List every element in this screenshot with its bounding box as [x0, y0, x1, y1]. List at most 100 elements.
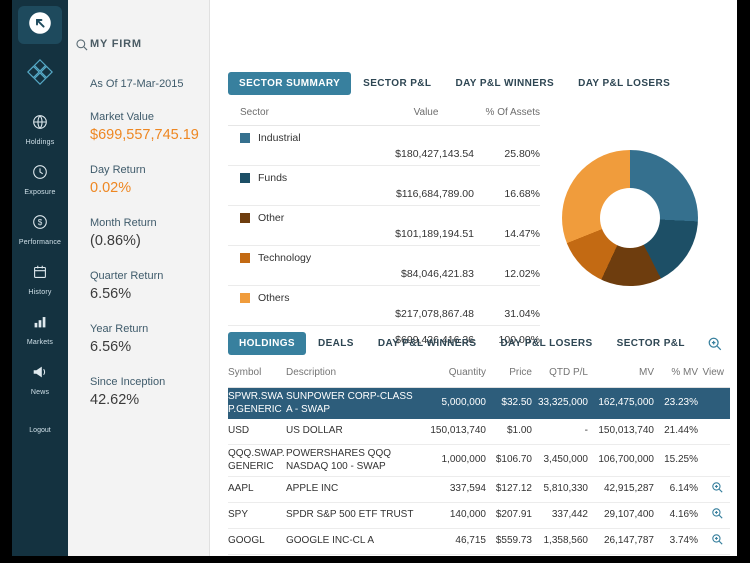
sector-summary-table: Sector Value % Of Assets Industrial $180… — [228, 102, 540, 354]
sector-row-technology[interactable]: Technology $84,046,421.83 12.02% — [228, 246, 540, 286]
holdings-row-usd[interactable]: USD US DOLLAR 150,013,740 $1.00 - 150,01… — [228, 419, 730, 445]
tab-holdings-day-pl-winners[interactable]: DAY P&L WINNERS — [377, 338, 477, 349]
holdings-tabbar: HOLDINGS DEALS DAY P&L WINNERS DAY P&L L… — [228, 332, 723, 355]
cell-quantity: 337,594 — [449, 483, 486, 495]
cell-price: $127.12 — [495, 483, 532, 495]
cell-quantity: 150,013,740 — [430, 425, 486, 437]
sidebar-item-news[interactable]: News — [12, 355, 68, 405]
cell-symbol: AAPL — [228, 483, 254, 495]
firm-name: MY FIRM — [90, 38, 142, 50]
col-pct-assets: % Of Assets — [485, 107, 540, 118]
metric-month-return: Month Return (0.86%) — [90, 217, 209, 249]
cell-quantity: 1,000,000 — [441, 454, 487, 466]
sidebar: Holdings Exposure $ Performance History … — [12, 0, 68, 556]
col-quantity: Quantity — [448, 367, 486, 378]
tab-holdings[interactable]: HOLDINGS — [228, 332, 306, 355]
metric-label: Market Value — [90, 111, 154, 123]
sector-row-industrial[interactable]: Industrial $180,427,143.54 25.80% — [228, 126, 540, 166]
megaphone-icon — [31, 363, 49, 386]
holdings-table: Symbol Description Quantity Price QTD P/… — [228, 360, 730, 555]
metric-value: 6.56% — [90, 339, 132, 355]
col-qtd-pl: QTD P/L — [549, 367, 588, 378]
sidebar-item-label: History — [28, 289, 52, 296]
col-view: View — [702, 367, 725, 378]
sidebar-item-markets[interactable]: Markets — [12, 305, 68, 355]
sector-donut — [562, 150, 698, 286]
metric-label: Month Return — [90, 217, 157, 229]
holdings-row-googl[interactable]: GOOGL GOOGLE INC-CL A 46,715 $559.73 1,3… — [228, 529, 730, 555]
sector-pct: 14.47% — [504, 228, 540, 240]
tab-sector-summary[interactable]: SECTOR SUMMARY — [228, 72, 352, 95]
tab-holdings-sector-pl[interactable]: SECTOR P&L — [616, 338, 685, 349]
holdings-row-spwr[interactable]: SPWR.SWA P.GENERIC SUNPOWER CORP-CLASS A… — [228, 388, 730, 419]
dollar-circle-icon: $ — [31, 213, 49, 236]
sidebar-item-performance[interactable]: $ Performance — [12, 205, 68, 255]
cell-qtd-pl: 33,325,000 — [537, 397, 588, 409]
cell-qtd-pl: 337,442 — [551, 509, 588, 521]
metric-value: (0.86%) — [90, 233, 141, 249]
holdings-row-aapl[interactable]: AAPL APPLE INC 337,594 $127.12 5,810,330… — [228, 477, 730, 503]
back-arrow-icon — [28, 11, 52, 40]
metric-value: 42.62% — [90, 392, 140, 408]
tab-deals[interactable]: DEALS — [317, 338, 354, 349]
sector-row-others[interactable]: Others $217,078,867.48 31.04% — [228, 286, 540, 326]
cell-quantity: 140,000 — [449, 509, 486, 521]
cell-pct-mv: 3.74% — [669, 535, 698, 547]
sidebar-item-label: Exposure — [24, 189, 56, 196]
cell-price: $1.00 — [506, 425, 532, 437]
tab-holdings-day-pl-losers[interactable]: DAY P&L LOSERS — [500, 338, 593, 349]
sector-value: $84,046,421.83 — [401, 268, 474, 280]
col-symbol: Symbol — [228, 367, 262, 378]
cell-symbol: SPY — [228, 509, 249, 521]
cell-description: US DOLLAR — [286, 425, 343, 437]
cell-price: $32.50 — [501, 397, 532, 409]
col-pct-mv: % MV — [671, 367, 698, 378]
sidebar-item-holdings[interactable]: Holdings — [12, 105, 68, 155]
cell-symbol: GOOGL — [228, 535, 265, 547]
cell-qtd-pl: 5,810,330 — [543, 483, 589, 495]
sidebar-item-history[interactable]: History — [12, 255, 68, 305]
holdings-row-qqq[interactable]: QQQ.SWAP. GENERIC POWERSHARES QQQ NASDAQ… — [228, 445, 730, 477]
cell-mv: 106,700,000 — [598, 454, 654, 466]
svg-text:$: $ — [38, 218, 43, 227]
sector-value: $101,189,194.51 — [395, 228, 474, 240]
screen-bezel-right — [737, 0, 750, 563]
cell-quantity: 5,000,000 — [441, 397, 487, 409]
cell-mv: 162,475,000 — [598, 397, 654, 409]
legend-swatch — [240, 292, 250, 303]
metric-label: Day Return — [90, 164, 146, 176]
metric-label: Year Return — [90, 323, 149, 335]
cell-price: $559.73 — [495, 535, 532, 547]
search-icon[interactable] — [75, 38, 89, 57]
legend-swatch — [240, 212, 250, 223]
zoom-icon[interactable] — [707, 336, 723, 352]
cell-pct-mv: 4.16% — [669, 509, 698, 521]
tab-day-pl-losers[interactable]: DAY P&L LOSERS — [578, 78, 671, 89]
cell-symbol: QQQ.SWAP. GENERIC — [228, 448, 285, 472]
summary-panel: MY FIRM As Of 17-Mar-2015 Market Value $… — [68, 0, 210, 556]
holdings-row-spy[interactable]: SPY SPDR S&P 500 ETF TRUST 140,000 $207.… — [228, 503, 730, 529]
row-zoom-icon[interactable] — [711, 533, 724, 551]
row-zoom-icon[interactable] — [711, 507, 724, 525]
cell-description: POWERSHARES QQQ NASDAQ 100 - SWAP — [286, 448, 392, 472]
tab-day-pl-winners[interactable]: DAY P&L WINNERS — [455, 78, 555, 89]
sector-row-other[interactable]: Other $101,189,194.51 14.47% — [228, 206, 540, 246]
sector-row-funds[interactable]: Funds $116,684,789.00 16.68% — [228, 166, 540, 206]
cell-qtd-pl: 3,450,000 — [543, 454, 589, 466]
cell-description: APPLE INC — [286, 483, 339, 495]
sector-name: Funds — [258, 171, 288, 184]
holdings-table-header: Symbol Description Quantity Price QTD P/… — [228, 360, 730, 388]
sector-name: Technology — [258, 251, 312, 264]
metric-value: $699,557,745.19 — [90, 127, 199, 143]
back-button[interactable] — [18, 6, 62, 44]
sidebar-item-label: Markets — [26, 339, 54, 346]
screen-bezel-left — [0, 0, 12, 563]
cell-pct-mv: 15.25% — [664, 454, 698, 466]
row-zoom-icon[interactable] — [711, 481, 724, 499]
col-description: Description — [286, 367, 337, 378]
sidebar-item-exposure[interactable]: Exposure — [12, 155, 68, 205]
main-content: SECTOR SUMMARY SECTOR P&L DAY P&L WINNER… — [210, 0, 737, 556]
logout-button[interactable]: Logout — [29, 427, 51, 434]
sector-name: Other — [258, 211, 285, 224]
tab-sector-pl[interactable]: SECTOR P&L — [363, 78, 432, 89]
